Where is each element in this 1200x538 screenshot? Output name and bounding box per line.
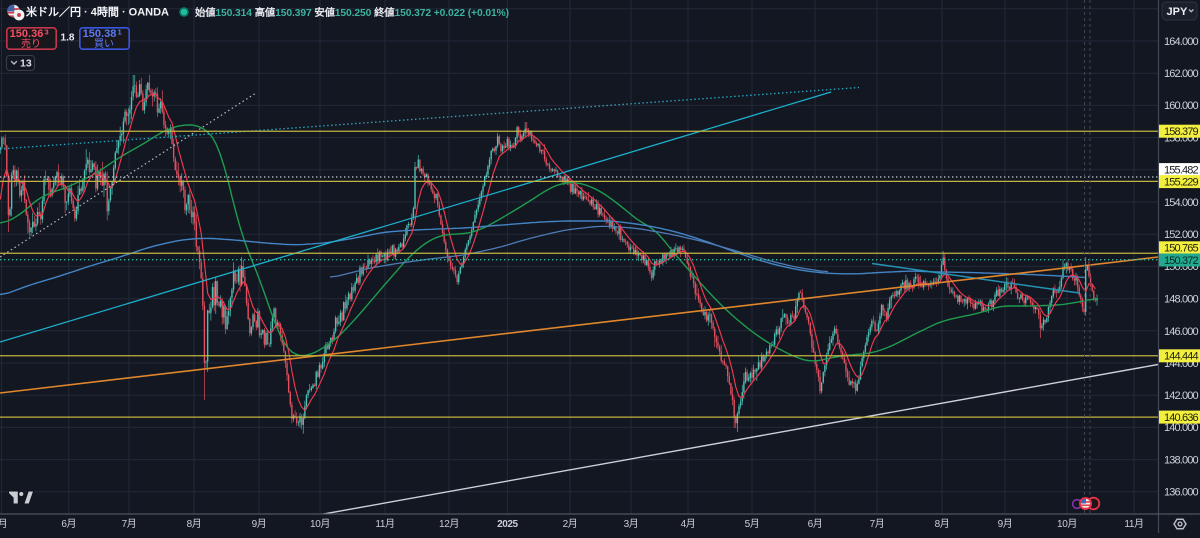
svg-text:8月: 8月 [187, 518, 202, 530]
svg-text:136.000: 136.000 [1164, 487, 1199, 499]
svg-text:1: 1 [118, 28, 122, 37]
svg-text:7月: 7月 [122, 518, 137, 530]
svg-text:7月: 7月 [870, 518, 885, 530]
svg-text:8月: 8月 [935, 518, 950, 530]
svg-text:6月: 6月 [61, 518, 76, 530]
svg-text:5月: 5月 [745, 518, 760, 530]
svg-text:始値150.314 高値150.397 安値150.250: 始値150.314 高値150.397 安値150.250 終値150.372 … [195, 6, 509, 19]
svg-text:158.379: 158.379 [1164, 126, 1199, 138]
svg-text:138.000: 138.000 [1164, 454, 1199, 466]
svg-text:11月: 11月 [1124, 518, 1143, 530]
svg-text:売り: 売り [21, 37, 41, 50]
svg-text:140.000: 140.000 [1164, 422, 1199, 434]
svg-text:9月: 9月 [998, 518, 1013, 530]
svg-text:160.000: 160.000 [1164, 100, 1199, 112]
svg-text:13: 13 [20, 58, 32, 70]
svg-text:142.000: 142.000 [1164, 390, 1199, 402]
svg-text:154.000: 154.000 [1164, 197, 1199, 209]
svg-text:3月: 3月 [624, 518, 639, 530]
svg-text:150.765: 150.765 [1164, 243, 1199, 255]
svg-text:150.38: 150.38 [83, 28, 117, 40]
svg-text:152.000: 152.000 [1164, 229, 1199, 241]
svg-text:2025: 2025 [497, 519, 518, 530]
svg-text:買い: 買い [94, 38, 114, 50]
svg-text:10月: 10月 [310, 518, 330, 530]
svg-text:146.000: 146.000 [1164, 326, 1199, 338]
svg-text:150.36: 150.36 [10, 28, 44, 40]
svg-text:2月: 2月 [563, 518, 578, 530]
svg-text:155.229: 155.229 [1164, 176, 1199, 188]
svg-text:9月: 9月 [252, 518, 267, 530]
svg-text:162.000: 162.000 [1164, 68, 1199, 80]
svg-text:JPY: JPY [1167, 6, 1188, 18]
svg-text:3: 3 [45, 28, 49, 37]
svg-text:11月: 11月 [375, 518, 394, 530]
svg-text:155.482: 155.482 [1164, 164, 1199, 176]
svg-text:1.8: 1.8 [61, 33, 75, 44]
svg-text:4月: 4月 [681, 518, 696, 530]
svg-text:150.372: 150.372 [1164, 255, 1199, 267]
svg-text:10月: 10月 [1057, 518, 1077, 530]
svg-text:140.636: 140.636 [1164, 412, 1199, 424]
svg-text:144.444: 144.444 [1164, 351, 1199, 363]
svg-text:月: 月 [0, 518, 7, 530]
svg-text:12月: 12月 [439, 518, 459, 530]
svg-text:164.000: 164.000 [1164, 36, 1199, 48]
svg-text:米ドル／円 · 4時間 · OANDA: 米ドル／円 · 4時間 · OANDA [25, 5, 169, 19]
svg-text:6月: 6月 [808, 518, 823, 530]
svg-text:148.000: 148.000 [1164, 293, 1199, 305]
